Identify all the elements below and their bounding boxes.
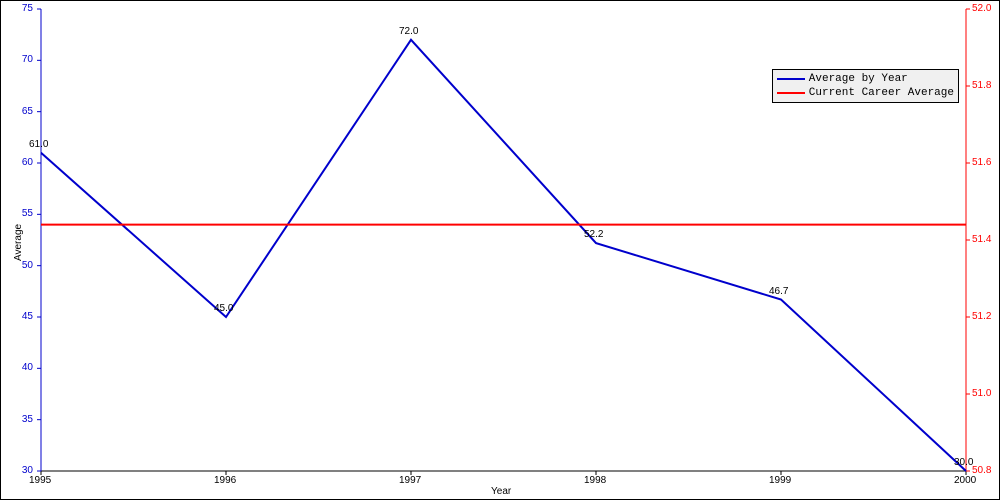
y-left-tick-label: 50	[22, 260, 33, 271]
data-point-label: 30.0	[954, 457, 973, 468]
y-left-tick-label: 60	[22, 157, 33, 168]
x-tick-label: 1999	[769, 475, 791, 486]
legend-item-1: Current Career Average	[777, 86, 954, 100]
y-axis-left-title: Average	[13, 224, 24, 261]
data-point-label: 45.0	[214, 303, 233, 314]
data-point-label: 61.0	[29, 139, 48, 150]
x-tick-label: 1996	[214, 475, 236, 486]
x-axis-title: Year	[491, 486, 511, 497]
x-tick-label: 1998	[584, 475, 606, 486]
y-right-tick-label: 51.8	[972, 80, 991, 91]
y-left-tick-label: 55	[22, 208, 33, 219]
data-point-label: 52.2	[584, 229, 603, 240]
y-left-tick-label: 75	[22, 3, 33, 14]
y-left-tick-label: 30	[22, 465, 33, 476]
y-right-tick-label: 51.6	[972, 157, 991, 168]
y-right-tick-label: 52.0	[972, 3, 991, 14]
x-tick-label: 1995	[29, 475, 51, 486]
legend-swatch-1	[777, 92, 805, 94]
y-right-tick-label: 51.2	[972, 311, 991, 322]
legend-swatch-0	[777, 78, 805, 80]
legend-item-0: Average by Year	[777, 72, 954, 86]
y-right-tick-label: 50.8	[972, 465, 991, 476]
y-right-tick-label: 51.0	[972, 388, 991, 399]
x-tick-label: 2000	[954, 475, 976, 486]
y-right-tick-label: 51.4	[972, 234, 991, 245]
y-left-tick-label: 35	[22, 414, 33, 425]
data-point-label: 46.7	[769, 286, 788, 297]
legend-label-0: Average by Year	[809, 73, 908, 85]
y-left-tick-label: 70	[22, 54, 33, 65]
legend-label-1: Current Career Average	[809, 87, 954, 99]
x-tick-label: 1997	[399, 475, 421, 486]
data-point-label: 72.0	[399, 26, 418, 37]
y-left-tick-label: 40	[22, 362, 33, 373]
y-left-tick-label: 45	[22, 311, 33, 322]
legend: Average by Year Current Career Average	[772, 69, 959, 103]
chart-container: Average Year Average by Year Current Car…	[0, 0, 1000, 500]
y-left-tick-label: 65	[22, 106, 33, 117]
